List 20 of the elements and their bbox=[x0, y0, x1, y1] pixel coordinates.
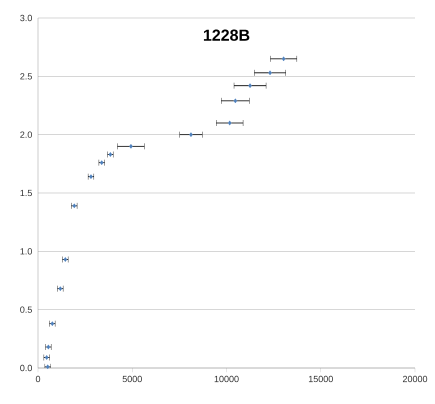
x-tick-label: 10000 bbox=[214, 376, 239, 382]
y-tick-label: 0.5 bbox=[20, 306, 32, 313]
y-tick-label: 0.0 bbox=[20, 364, 32, 372]
point bbox=[189, 132, 193, 138]
x-tick-label: 20000 bbox=[402, 376, 428, 382]
y-tick-label: 1.5 bbox=[20, 190, 32, 196]
x-tick-label: 0 bbox=[36, 376, 40, 382]
text: 1228B bbox=[204, 30, 250, 41]
point bbox=[129, 144, 133, 149]
point bbox=[282, 56, 286, 62]
y-tick-label: 1.0 bbox=[20, 248, 32, 255]
x-tick-label: 15000 bbox=[308, 376, 333, 382]
point bbox=[234, 98, 238, 104]
point bbox=[268, 70, 272, 76]
y-tick-label: 2.0 bbox=[20, 131, 32, 138]
point bbox=[228, 120, 232, 126]
y-tick-label: 2.5 bbox=[20, 73, 32, 80]
x-tick-label: 5000 bbox=[122, 376, 142, 382]
point bbox=[248, 83, 252, 88]
y-tick-label: 3.0 bbox=[20, 14, 32, 22]
